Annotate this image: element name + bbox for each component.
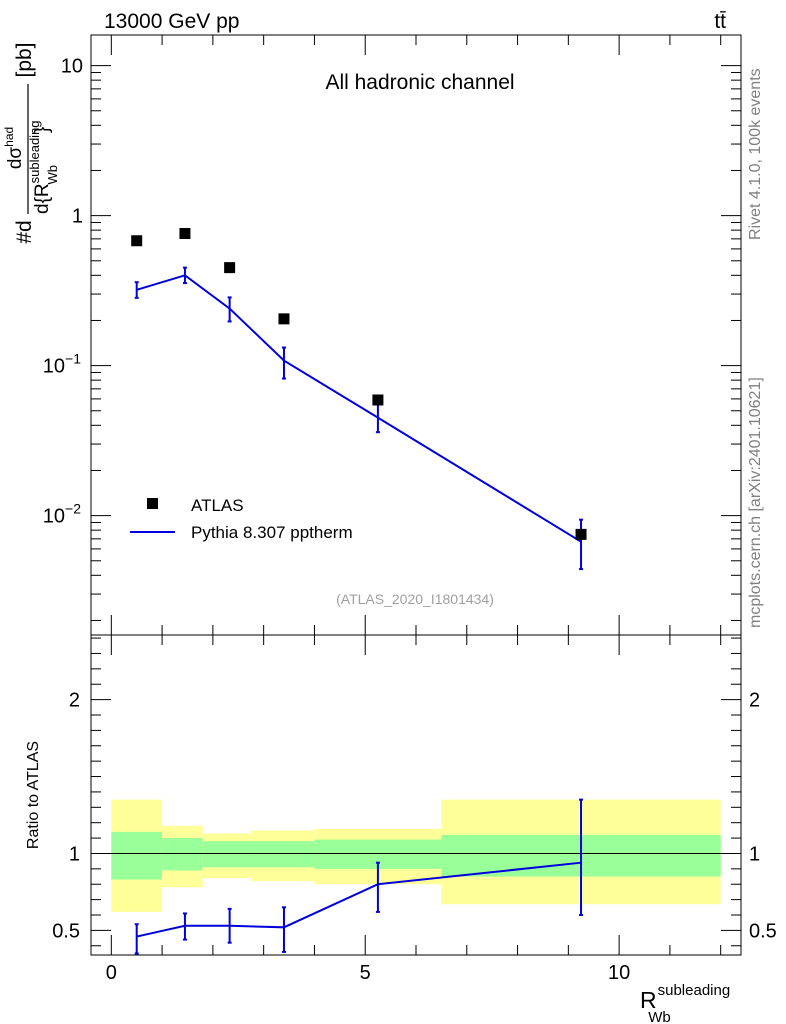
y-label-den-main: d{R: [32, 183, 53, 214]
ratio-band-green: [162, 838, 203, 871]
watermark: (ATLAS_2020_I1801434): [336, 591, 494, 607]
ratio-band-green: [111, 831, 163, 880]
ratio-y-tick-label-right: 1: [749, 843, 760, 865]
energy-label: 13000 GeV pp: [104, 10, 239, 33]
legend-pythia-label: Pythia 8.307 pptherm: [191, 523, 353, 542]
tick-exponent: −1: [65, 351, 81, 367]
x-tick-label: 0: [106, 962, 117, 984]
main-y-tick-label: 1: [72, 206, 83, 228]
ratio-y-tick-label-left: 0.5: [52, 920, 80, 942]
main-title: All hadronic channel: [325, 71, 514, 94]
legend: ATLAS Pythia 8.307 pptherm: [130, 496, 353, 542]
y-label-den-close: }: [32, 127, 53, 133]
ratio-band-green: [250, 841, 315, 868]
atlas-point: [179, 227, 191, 239]
legend-atlas-marker: [147, 498, 158, 509]
ratio-y-tick-label-right: 0.5: [749, 920, 777, 942]
atlas-point: [224, 262, 236, 274]
tick-base: 10: [43, 506, 65, 528]
main-axis-ticks: [91, 35, 741, 635]
atlas-point: [372, 394, 384, 406]
main-y-tick-label: 10: [61, 56, 83, 78]
tick-exponent: −2: [65, 501, 81, 517]
atlas-point: [278, 313, 290, 325]
ratio-x-tick-labels: 0 5 10: [106, 962, 631, 984]
main-y-label: [pb] #d dσhad d{Rsubleading Wb}: [2, 42, 60, 243]
ratio-y-label: Ratio to ATLAS: [25, 741, 42, 849]
y-label-den-sub: Wb: [45, 165, 60, 185]
x-label-sub: Wb: [648, 1009, 671, 1024]
y-label-dsigma: dσhad: [2, 127, 26, 169]
y-label-dsigma-sup: had: [2, 127, 16, 147]
y-label-denominator: d{Rsubleading Wb}: [27, 120, 60, 214]
tick-base: 10: [43, 356, 65, 378]
x-label-base: R: [640, 987, 657, 1013]
x-tick-label: 5: [360, 962, 371, 984]
y-label-den-sup: subleading: [27, 120, 42, 183]
ratio-data: [134, 798, 584, 955]
ratio-line: [136, 861, 582, 938]
ratio-axis-ticks: [91, 635, 741, 955]
legend-atlas-label: ATLAS: [191, 496, 244, 515]
main-y-tick-label: 10−1: [43, 351, 81, 378]
mcplots-label: mcplots.cern.ch [arXiv:2401.10621]: [747, 377, 764, 628]
x-label-sup: subleading: [658, 982, 731, 999]
main-panel: All hadronic channel (ATLAS_2020_I180143…: [2, 34, 742, 636]
x-axis-label: Rsubleading Wb: [640, 982, 730, 1024]
y-label-numerator: #d: [13, 220, 36, 243]
ratio-bands: [111, 799, 721, 912]
pythia-line: [136, 274, 582, 543]
y-label-unit: [pb]: [13, 42, 36, 77]
ratio-frame: [90, 634, 742, 956]
ratio-band-green: [202, 841, 251, 868]
ratio-panel: 0.5 0.5 1 1 2 2 0 5 10 Ratio to ATLAS Rsubleadi…: [25, 634, 777, 1024]
ratio-y-tick-label-left: 2: [69, 690, 80, 712]
ratio-y-tick-labels: 0.5 0.5 1 1 2 2: [52, 690, 777, 943]
ratio-y-tick-label-right: 2: [749, 690, 760, 712]
y-label-dsigma-main: dσ: [5, 147, 26, 170]
main-y-tick-label: 10−2: [43, 501, 81, 528]
atlas-point: [131, 235, 143, 247]
main-data: [131, 227, 587, 571]
x-tick-label: 10: [608, 962, 630, 984]
rivet-label: Rivet 4.1.0, 100k events: [747, 68, 764, 240]
atlas-point: [575, 528, 587, 540]
process-label: tt̄: [714, 10, 726, 33]
main-frame: [90, 34, 742, 636]
ratio-y-tick-label-left: 1: [69, 843, 80, 865]
